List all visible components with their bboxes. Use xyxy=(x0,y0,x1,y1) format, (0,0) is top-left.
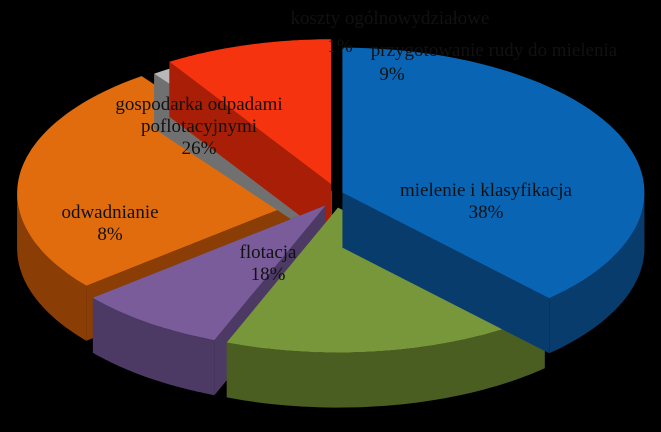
pie-slice-side xyxy=(17,193,87,341)
pie-slice-wall xyxy=(169,61,332,240)
slice-value-label: 1% xyxy=(327,36,353,57)
pie-slice-top xyxy=(226,207,545,353)
slice-category-label: odwadnianie xyxy=(61,202,158,223)
slice-category-label: flotacja xyxy=(240,242,298,263)
slice-category-label: mielenie i klasyfikacja xyxy=(400,180,573,201)
pie-slice-side xyxy=(92,297,215,396)
slice-label-5: przygotowanie rudy do mielenia 9% xyxy=(371,40,618,85)
slice-label-4: koszty ogólnowydziałowe 1% xyxy=(291,8,490,57)
pie-slice-top xyxy=(342,47,645,299)
pie-slice-top xyxy=(17,76,320,286)
slice-value-label: 9% xyxy=(379,64,405,85)
slice-value-label: 8% xyxy=(97,224,123,245)
slice-category-label: przygotowanie rudy do mielenia xyxy=(371,40,618,61)
slice-value-label: 18% xyxy=(251,264,286,285)
pie-slice-wall xyxy=(342,192,550,354)
pie-slice-side xyxy=(226,313,545,408)
slice-category-label: koszty ogólnowydziałowe xyxy=(291,8,490,29)
pie-slice-5 xyxy=(169,39,332,240)
slice-category-label: gospodarka odpadami xyxy=(115,94,282,115)
slice-category-label: poflotacyjnymi xyxy=(141,116,257,137)
pie-slice-top xyxy=(169,39,332,185)
pie-slice-0 xyxy=(342,47,645,354)
pie-slice-top xyxy=(92,205,326,341)
slice-value-label: 38% xyxy=(469,202,504,223)
slice-value-label: 26% xyxy=(182,138,217,159)
pie-slice-side xyxy=(549,192,645,354)
